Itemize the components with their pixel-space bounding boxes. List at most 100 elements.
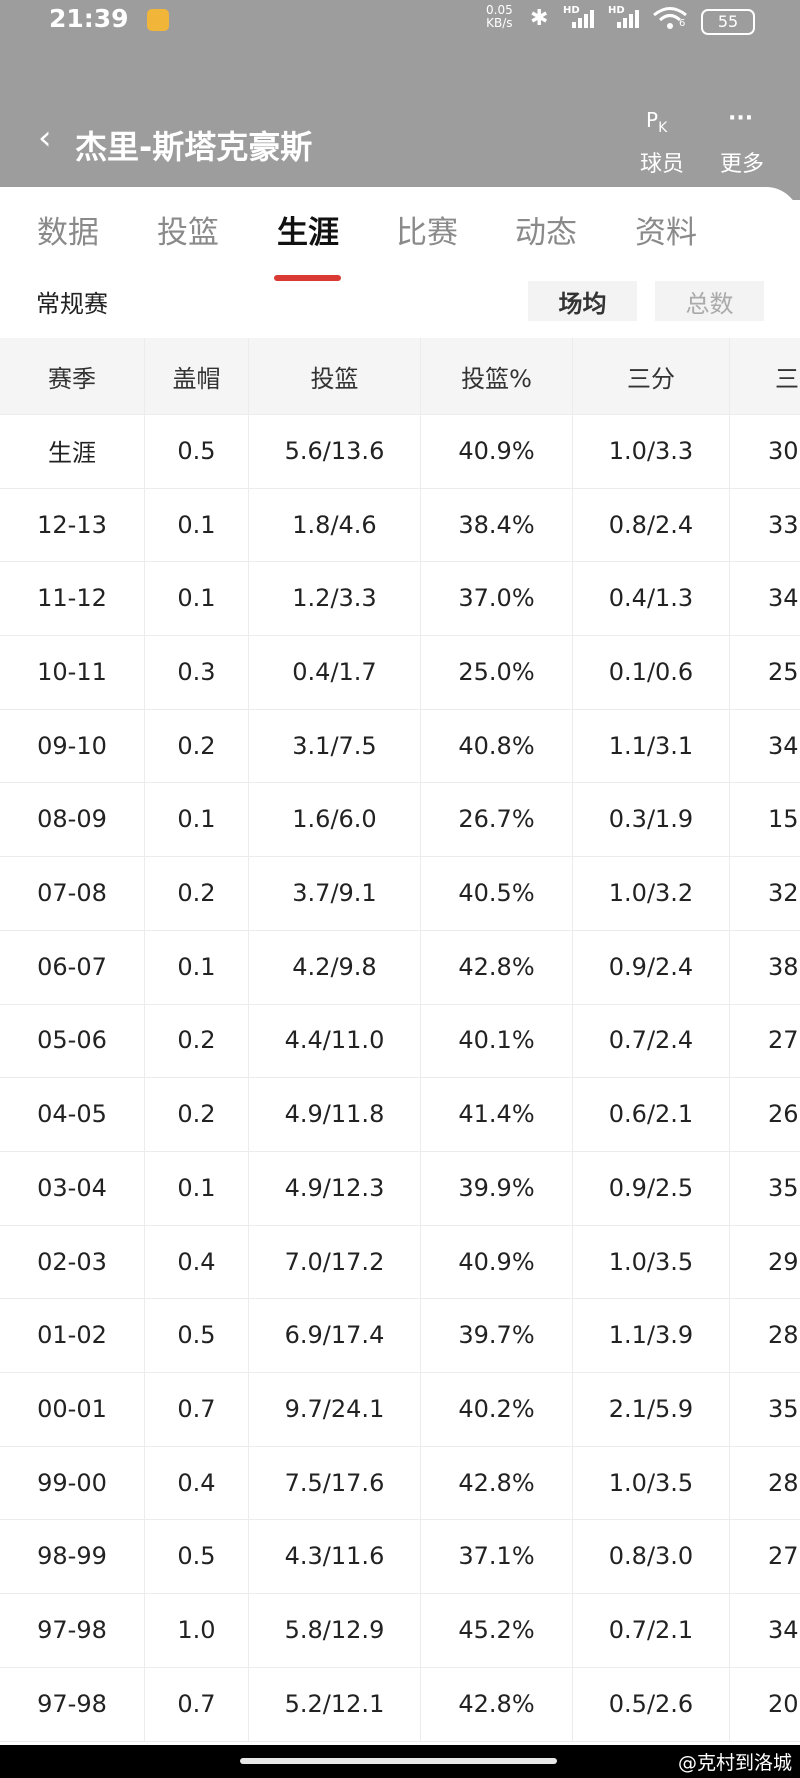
home-indicator[interactable] bbox=[240, 1758, 557, 1764]
cell: 27 bbox=[730, 1004, 800, 1078]
pk-k: K bbox=[658, 120, 668, 136]
cell: 6.9/17.4 bbox=[249, 1298, 421, 1373]
cell: 1.8/4.6 bbox=[249, 487, 421, 562]
cell: 09-10 bbox=[0, 708, 145, 783]
header-bar: 21:39 0.05 KB/s ✱ HD HD 6 55 ‹ 杰里-斯塔克豪斯 P… bbox=[0, 0, 800, 200]
action-label[interactable]: 更多 bbox=[720, 152, 765, 177]
toggle[interactable]: 场均 bbox=[528, 281, 637, 321]
cell: 0.3/1.9 bbox=[573, 782, 730, 857]
action-label[interactable]: 球员 bbox=[640, 152, 685, 177]
table-row: 97-98 0.7 5.2/12.1 42.8% 0.5/2.6 20 bbox=[0, 1666, 800, 1742]
more-icon[interactable]: ··· bbox=[728, 106, 754, 131]
cell: 40.8% bbox=[421, 708, 573, 783]
tab[interactable]: 动态 bbox=[515, 215, 577, 251]
back-button[interactable]: ‹ bbox=[38, 118, 52, 158]
cell: 5.6/13.6 bbox=[249, 414, 421, 488]
cell: 03-04 bbox=[0, 1151, 145, 1225]
cell: 28 bbox=[730, 1446, 800, 1520]
cell: 40.9% bbox=[421, 1224, 573, 1299]
cell: 1.0/3.3 bbox=[573, 414, 730, 488]
cell: 0.8/3.0 bbox=[573, 1519, 730, 1594]
cell: 0.2 bbox=[145, 1003, 249, 1078]
wifi-label: 6 bbox=[679, 18, 686, 29]
table-row: 99-00 0.4 7.5/17.6 42.8% 1.0/3.5 28 bbox=[0, 1445, 800, 1521]
cell: 27 bbox=[730, 1520, 800, 1594]
cell: 41.4% bbox=[421, 1077, 573, 1151]
signal-icon bbox=[617, 10, 639, 28]
cell: 0.5/2.6 bbox=[573, 1666, 730, 1741]
cell: 15. bbox=[730, 783, 800, 857]
cell: 0.1/0.6 bbox=[573, 635, 730, 709]
cell: 40.1% bbox=[421, 1003, 573, 1078]
signal-label: HD bbox=[563, 5, 580, 16]
cell: 7.5/17.6 bbox=[249, 1445, 421, 1520]
cell: 38.4% bbox=[421, 487, 573, 562]
cell: 9.7/24.1 bbox=[249, 1372, 421, 1446]
cell: 0.4/1.3 bbox=[573, 561, 730, 636]
cell: 0.4 bbox=[145, 1224, 249, 1299]
cell: 2.1/5.9 bbox=[573, 1372, 730, 1446]
header-cell: 三分 bbox=[573, 338, 730, 414]
cell: 0.5 bbox=[145, 414, 249, 488]
net-speed-value: 0.05 bbox=[486, 3, 513, 17]
cell: 4.9/11.8 bbox=[249, 1077, 421, 1151]
cell: 1.6/6.0 bbox=[249, 782, 421, 857]
table-row: 08-090.11.6/6.026.7%0.3/1.915. bbox=[0, 782, 800, 858]
table-row: 97-98 1.0 5.8/12.9 45.2% 0.7/2.1 34 bbox=[0, 1593, 800, 1668]
cell: 06-07 bbox=[0, 929, 145, 1004]
cell: 25.0% bbox=[421, 635, 573, 709]
cell: 5.2/12.1 bbox=[249, 1666, 421, 1741]
cell: 1.0 bbox=[145, 1593, 249, 1667]
cell: 34 bbox=[730, 709, 800, 783]
cell: 37.0% bbox=[421, 561, 573, 636]
net-speed: 0.05 KB/s bbox=[486, 4, 513, 30]
cell: 39.9% bbox=[421, 1151, 573, 1225]
tab[interactable]: 投篮 bbox=[157, 215, 219, 251]
cell: 4.3/11.6 bbox=[249, 1519, 421, 1594]
tab[interactable]: 比赛 bbox=[396, 215, 458, 251]
cell: 0.8/2.4 bbox=[573, 487, 730, 562]
cell: 32 bbox=[730, 856, 800, 930]
signal-label: HD bbox=[608, 5, 625, 16]
tab[interactable]: 数据 bbox=[37, 215, 99, 251]
cell: 99-00 bbox=[0, 1445, 145, 1520]
time: 21:39 bbox=[49, 4, 129, 33]
table-row: 06-07 0.1 4.2/9.8 42.8% 0.9/2.4 38 bbox=[0, 929, 800, 1005]
cell: 98-99 bbox=[0, 1519, 145, 1594]
cell: 26.7% bbox=[421, 782, 573, 857]
tab-bar: 数据 投篮 生涯 比赛 动态 资料 bbox=[0, 187, 800, 281]
wifi-icon bbox=[653, 7, 687, 29]
table-row: 98-99 0.5 4.3/11.6 37.1% 0.8/3.0 27 bbox=[0, 1519, 800, 1595]
cell: 42.8% bbox=[421, 1445, 573, 1520]
cell: 0.1 bbox=[145, 929, 249, 1004]
cell: 02-03 bbox=[0, 1224, 145, 1299]
cell: 1.0/3.5 bbox=[573, 1224, 730, 1299]
table-row: 09-10 0.2 3.1/7.5 40.8% 1.1/3.1 34 bbox=[0, 708, 800, 784]
cell: 0.7 bbox=[145, 1372, 249, 1446]
pk-p: P bbox=[646, 108, 659, 132]
tab[interactable]: 生涯 bbox=[277, 215, 339, 251]
cell: 00-01 bbox=[0, 1372, 145, 1446]
cell: 08-09 bbox=[0, 782, 145, 857]
cell: 3.1/7.5 bbox=[249, 708, 421, 783]
cell: 1.0/3.2 bbox=[573, 856, 730, 930]
table-row: 10-11 0.3 0.4/1.7 25.0% 0.1/0.6 25 bbox=[0, 635, 800, 710]
cell: 1.1/3.1 bbox=[573, 708, 730, 783]
cell: 1.1/3.9 bbox=[573, 1298, 730, 1373]
cell: 生涯 bbox=[0, 414, 145, 488]
notification-icon bbox=[147, 9, 169, 31]
table-row: 03-04 0.1 4.9/12.3 39.9% 0.9/2.5 35 bbox=[0, 1151, 800, 1226]
table-header: 赛季 盖帽 投篮 投篮% 三分三 bbox=[0, 338, 800, 415]
cell: 0.7/2.4 bbox=[573, 1003, 730, 1078]
cell: 3.7/9.1 bbox=[249, 856, 421, 930]
cell: 4.9/12.3 bbox=[249, 1151, 421, 1225]
cell: 42.8% bbox=[421, 1666, 573, 1741]
cell: 0.4/1.7 bbox=[249, 635, 421, 709]
tab[interactable]: 资料 bbox=[635, 215, 697, 251]
cell: 39.7% bbox=[421, 1298, 573, 1373]
cell: 0.1 bbox=[145, 1151, 249, 1225]
pk-icon[interactable]: PK bbox=[646, 108, 667, 136]
toggle[interactable]: 总数 bbox=[655, 281, 764, 321]
table-row: 05-06 0.2 4.4/11.0 40.1% 0.7/2.4 27 bbox=[0, 1003, 800, 1079]
